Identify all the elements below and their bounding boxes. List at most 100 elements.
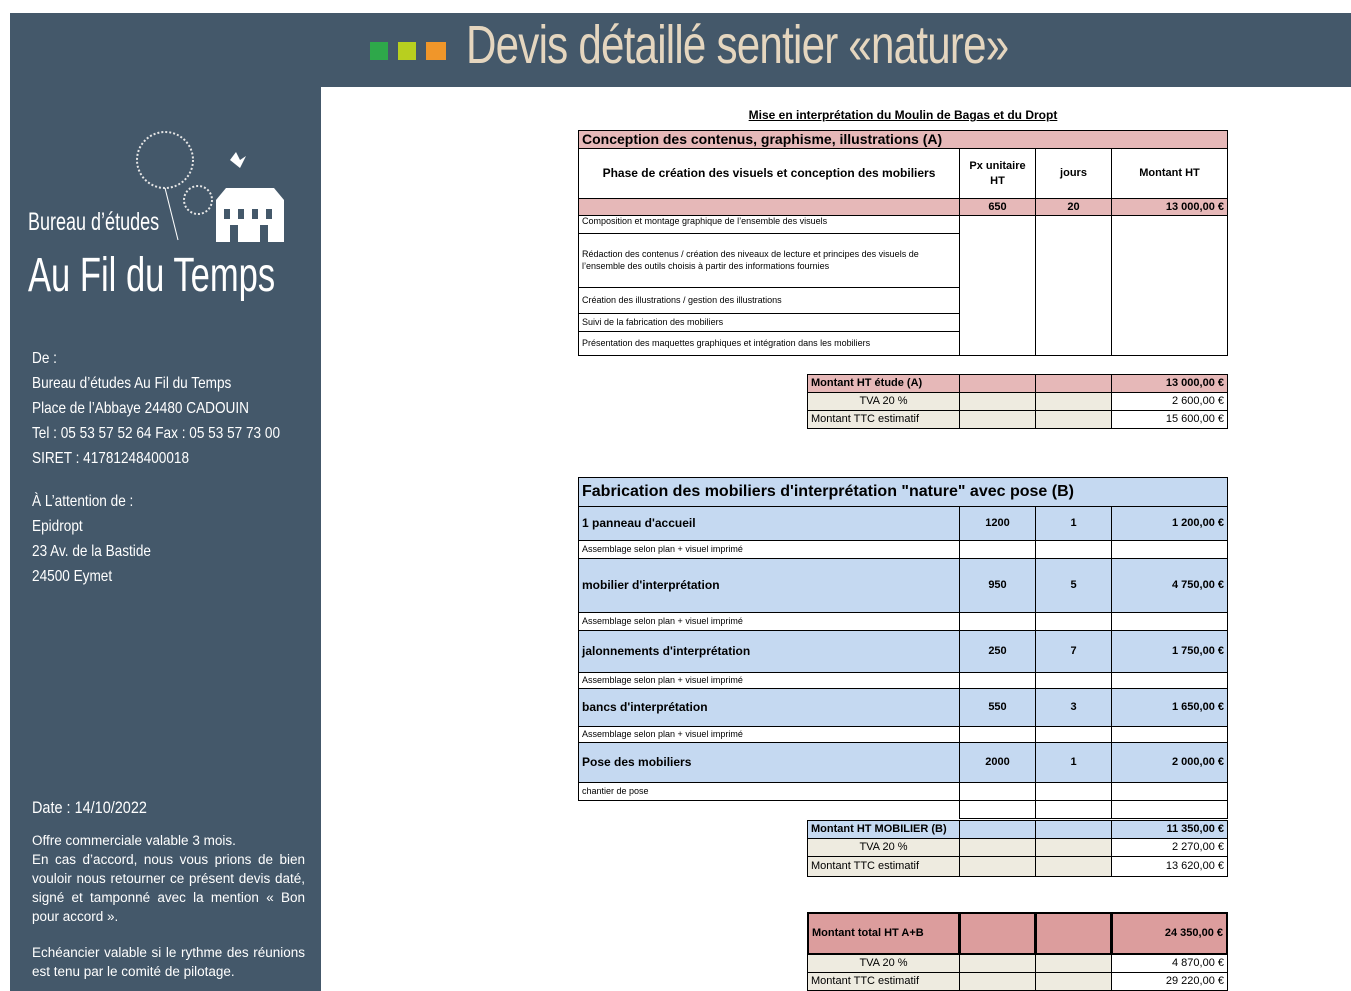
sender-line: Place de l’Abbaye 24480 CADOUIN [32, 400, 249, 417]
summary-label: Montant total HT A+B [807, 912, 960, 955]
empty-cell [959, 612, 1036, 631]
empty-cell [959, 954, 1036, 973]
summary-label: Montant TTC estimatif [807, 856, 960, 877]
empty-cell [1111, 612, 1228, 631]
task: Composition et montage graphique de l’en… [578, 215, 960, 234]
recipient-line: À L’attention de : [32, 493, 134, 510]
item-quantity: 5 [1035, 558, 1112, 613]
item-quantity: 1 [1035, 742, 1112, 783]
item-amount: 1 200,00 € [1111, 506, 1228, 541]
summary-label: Montant HT MOBILIER (B) [807, 820, 960, 839]
recipient-line: 23 Av. de la Bastide [32, 543, 151, 560]
column-header: jours [1035, 148, 1112, 199]
item-unit-price: 1200 [959, 506, 1036, 541]
empty-cell [959, 540, 1036, 559]
task: Suivi de la fabrication des mobiliers [578, 313, 960, 332]
item-note: Assemblage selon plan + visuel imprimé [578, 726, 960, 743]
empty-cell [959, 912, 1036, 955]
empty-cell [1111, 782, 1228, 801]
item-quantity: 7 [1035, 630, 1112, 673]
task: Présentation des maquettes graphiques et… [578, 331, 960, 356]
empty-cell [959, 672, 1036, 689]
item-unit-price: 550 [959, 688, 1036, 727]
item-note: Assemblage selon plan + visuel imprimé [578, 540, 960, 559]
summary-amount: 13 620,00 € [1111, 856, 1228, 877]
empty-cell [1035, 782, 1112, 801]
empty-cell [1035, 800, 1112, 819]
item-name: 1 panneau d'accueil [578, 506, 960, 541]
sender-line: Tel : 05 53 57 52 64 Fax : 05 53 57 73 0… [32, 425, 281, 442]
empty-cell [1035, 726, 1112, 743]
item-amount: 4 750,00 € [1111, 558, 1228, 613]
square-orange [426, 42, 446, 60]
pink-band [578, 198, 960, 216]
item-note: chantier de pose [578, 782, 960, 801]
logo-line2: Au Fil du Temps [28, 249, 276, 302]
subtitle: Mise en interprétation du Moulin de Baga… [748, 108, 1058, 122]
empty-cell [1035, 912, 1112, 955]
empty-cell [959, 972, 1036, 991]
column-header: Px unitaire HT [959, 148, 1036, 199]
summary-amount: 13 000,00 € [1111, 374, 1228, 393]
empty-cell [1035, 838, 1112, 857]
empty-cell [1111, 540, 1228, 559]
header-bar [10, 13, 1351, 87]
sender-line: SIRET : 41781248400018 [32, 450, 190, 467]
item-amount: 1 750,00 € [1111, 630, 1228, 673]
section-title: Conception des contenus, graphisme, illu… [578, 130, 1228, 149]
empty-cell [1035, 856, 1112, 877]
summary-label: Montant TTC estimatif [807, 410, 960, 429]
item-name: bancs d'interprétation [578, 688, 960, 727]
summary-amount: 24 350,00 € [1111, 912, 1228, 955]
empty-cell [1035, 954, 1112, 973]
empty-cell [959, 726, 1036, 743]
empty-cell [1035, 392, 1112, 411]
schedule: Echéancier valable si le rythme des réun… [32, 945, 305, 979]
empty-cell [959, 782, 1036, 801]
square-green [370, 42, 388, 60]
task: Création des illustrations / gestion des… [578, 287, 960, 314]
summary-label: Montant HT étude (A) [807, 374, 960, 393]
empty-cell [959, 392, 1036, 411]
date: Date : 14/10/2022 [32, 798, 147, 817]
empty-cell [959, 410, 1036, 429]
summary-label: Montant TTC estimatif [807, 972, 960, 991]
item-unit-price: 2000 [959, 742, 1036, 783]
summary-amount: 15 600,00 € [1111, 410, 1228, 429]
offer-line: En cas d’accord, nous vous prions de bie… [32, 852, 305, 924]
square-lime [398, 42, 416, 60]
empty-cell [1035, 672, 1112, 689]
empty-cell [959, 800, 1036, 819]
item-note: Assemblage selon plan + visuel imprimé [578, 672, 960, 689]
empty-cell [1111, 800, 1228, 819]
summary-amount: 4 870,00 € [1111, 954, 1228, 973]
recipient-line: Epidropt [32, 518, 83, 535]
unit-price: 650 [959, 198, 1036, 216]
title: Devis détaillé sentier «nature» [466, 15, 1009, 75]
empty-cell [1035, 820, 1112, 839]
logo-line1: Bureau d’études [28, 208, 160, 236]
empty-cell [1035, 215, 1112, 356]
column-header: Phase de création des visuels et concept… [578, 148, 960, 199]
task: Rédaction des contenus / création des ni… [578, 233, 960, 288]
item-amount: 1 650,00 € [1111, 688, 1228, 727]
sender-line: Bureau d’études Au Fil du Temps [32, 375, 232, 392]
column-header: Montant HT [1111, 148, 1228, 199]
empty-cell [959, 856, 1036, 877]
empty-cell [959, 838, 1036, 857]
empty-cell [959, 374, 1036, 393]
empty-cell [1035, 972, 1112, 991]
sender-line: De : [32, 350, 57, 367]
summary-amount: 2 270,00 € [1111, 838, 1228, 857]
item-name: mobilier d'interprétation [578, 558, 960, 613]
item-quantity: 3 [1035, 688, 1112, 727]
offer-line: Offre commerciale valable 3 mois. [32, 833, 236, 848]
item-amount: 2 000,00 € [1111, 742, 1228, 783]
summary-amount: 29 220,00 € [1111, 972, 1228, 991]
item-name: Pose des mobiliers [578, 742, 960, 783]
summary-amount: 11 350,00 € [1111, 820, 1228, 839]
empty-cell [959, 820, 1036, 839]
offer: Offre commerciale valable 3 mois. En cas… [32, 831, 305, 926]
empty-cell [1035, 374, 1112, 393]
